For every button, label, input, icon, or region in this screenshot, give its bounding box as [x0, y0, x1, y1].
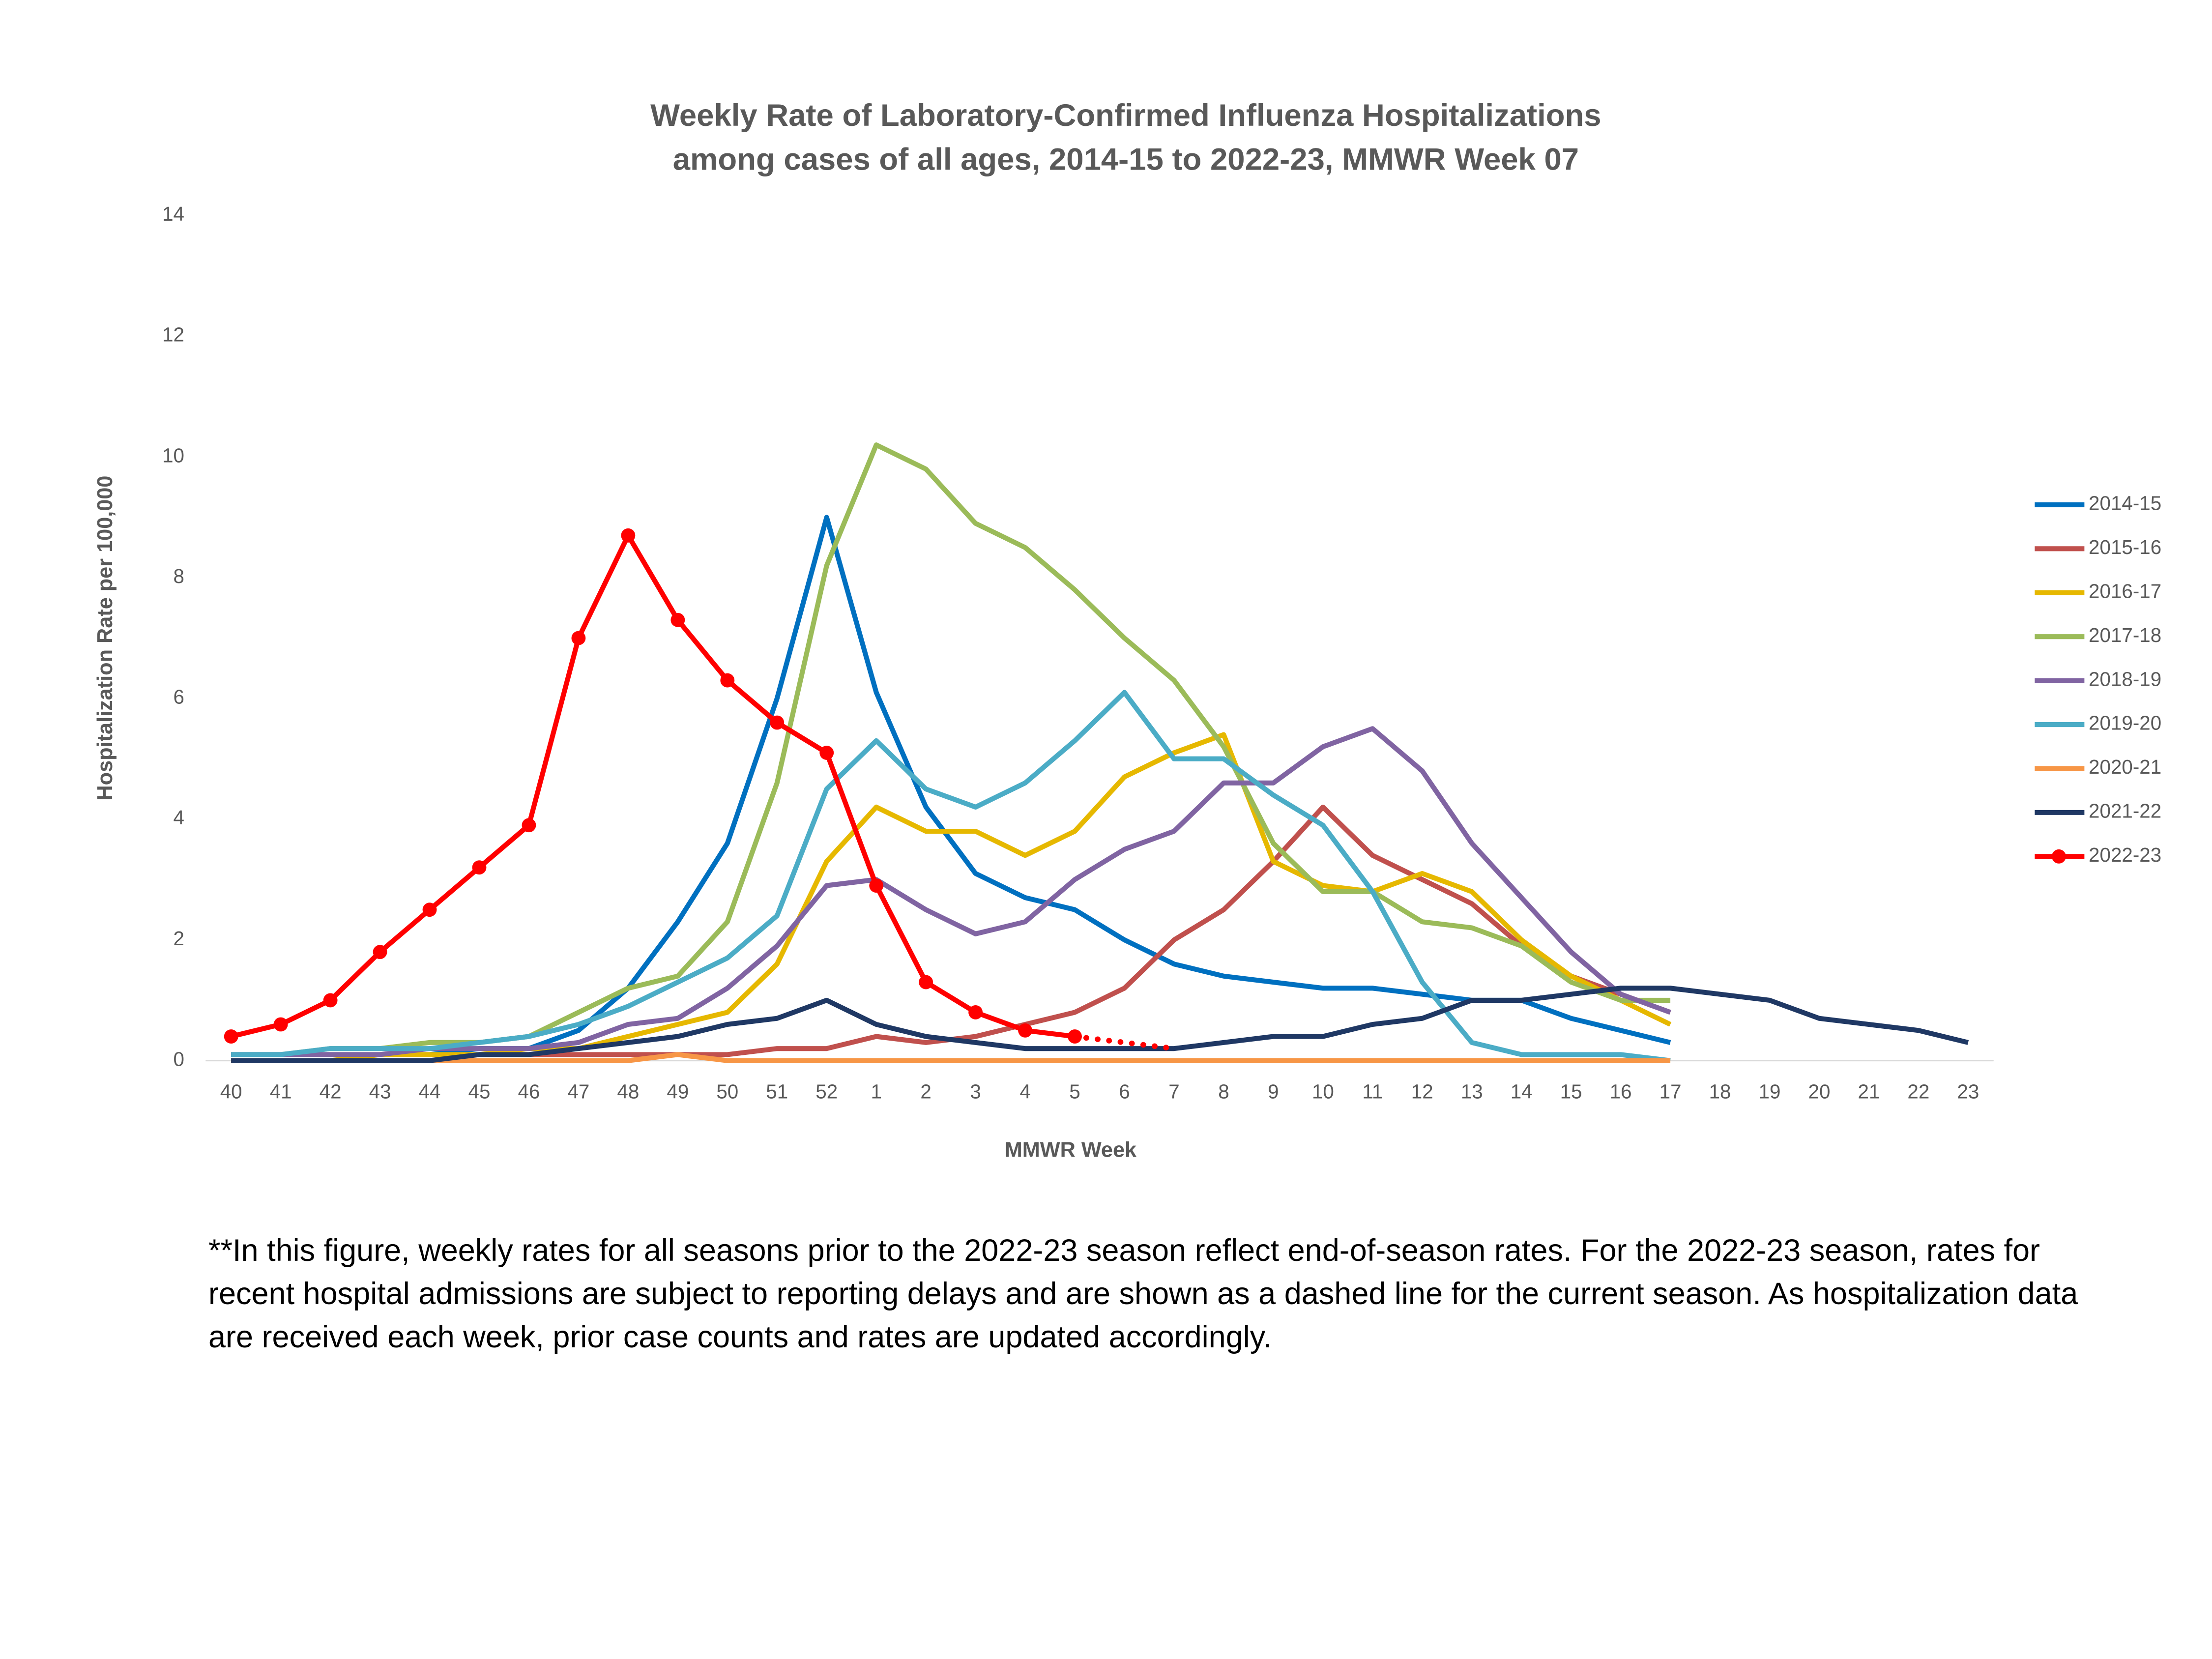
series-marker: [323, 993, 338, 1008]
x-tick-label: 2: [920, 1080, 931, 1103]
y-tick-label: 12: [162, 323, 184, 346]
x-tick-label: 13: [1461, 1080, 1483, 1103]
y-tick-label: 8: [174, 565, 184, 587]
legend-label: 2020-21: [2089, 756, 2161, 778]
legend-label: 2019-20: [2089, 712, 2161, 734]
x-tick-label: 22: [1907, 1080, 1929, 1103]
x-tick-label: 45: [468, 1080, 491, 1103]
legend-label: 2017-18: [2089, 624, 2161, 646]
x-tick-label: 21: [1858, 1080, 1880, 1103]
series-marker: [472, 860, 487, 875]
x-tick-label: 9: [1268, 1080, 1279, 1103]
x-tick-label: 52: [815, 1080, 838, 1103]
series-line: [231, 515, 1671, 1057]
series-marker: [224, 1029, 238, 1044]
x-tick-label: 19: [1759, 1080, 1781, 1103]
legend-label: 2014-15: [2089, 492, 2161, 515]
x-tick-label: 11: [1362, 1080, 1383, 1103]
y-axis-title: Hospitalization Rate per 100,000: [93, 476, 117, 801]
series-line: [231, 1052, 1671, 1063]
series-marker: [373, 945, 387, 960]
series-line: [231, 986, 1969, 1063]
x-tick-label: 42: [320, 1080, 342, 1103]
x-tick-label: 15: [1560, 1080, 1582, 1103]
series-line: [1072, 1033, 1177, 1051]
series-marker: [770, 715, 785, 730]
x-tick-label: 23: [1957, 1080, 1979, 1103]
series-marker: [869, 878, 884, 893]
legend-label: 2016-17: [2089, 580, 2161, 602]
legend-label: 2015-16: [2089, 536, 2161, 558]
legend-label: 2021-22: [2089, 800, 2161, 822]
series-marker: [422, 902, 437, 917]
footnote: **In this figure, weekly rates for all s…: [208, 1233, 2078, 1355]
x-tick-label: 41: [270, 1080, 292, 1103]
x-tick-label: 10: [1312, 1080, 1334, 1103]
y-tick-label: 14: [162, 203, 184, 225]
series-marker: [522, 818, 536, 833]
legend-marker: [2052, 849, 2066, 864]
series-line: [230, 533, 1076, 1039]
x-tick-label: 43: [369, 1080, 391, 1103]
series-marker: [1018, 1023, 1032, 1038]
x-tick-label: 50: [716, 1080, 738, 1103]
series-marker: [670, 612, 685, 627]
chart-title: Weekly Rate of Laboratory-Confirmed Infl…: [650, 98, 1601, 133]
x-tick-label: 8: [1218, 1080, 1229, 1103]
series-marker: [621, 528, 636, 543]
x-tick-label: 5: [1069, 1080, 1080, 1103]
x-axis-title: MMWR Week: [1005, 1138, 1137, 1162]
x-tick-label: 49: [667, 1080, 689, 1103]
chart-title: among cases of all ages, 2014-15 to 2022…: [673, 143, 1579, 177]
series-marker: [571, 631, 586, 645]
x-tick-label: 3: [970, 1080, 981, 1103]
y-tick-label: 2: [174, 927, 184, 950]
x-tick-label: 6: [1119, 1080, 1130, 1103]
x-tick-label: 48: [617, 1080, 639, 1103]
x-tick-label: 20: [1808, 1080, 1831, 1103]
series-marker: [819, 745, 834, 760]
x-tick-label: 44: [419, 1080, 441, 1103]
series-marker: [273, 1017, 288, 1032]
series-line: [231, 726, 1671, 1057]
x-tick-label: 7: [1168, 1080, 1179, 1103]
series-line: [231, 442, 1671, 1057]
legend-label: 2022-23: [2089, 844, 2161, 866]
x-tick-label: 46: [518, 1080, 540, 1103]
legend-label: 2018-19: [2089, 668, 2161, 690]
series-marker: [720, 673, 735, 688]
y-tick-label: 6: [174, 686, 184, 708]
x-tick-label: 12: [1411, 1080, 1433, 1103]
x-tick-label: 1: [871, 1080, 881, 1103]
y-tick-label: 0: [174, 1048, 184, 1070]
y-tick-label: 10: [162, 444, 184, 466]
x-tick-label: 47: [567, 1080, 589, 1103]
x-tick-label: 17: [1659, 1080, 1682, 1103]
y-tick-label: 4: [174, 806, 184, 829]
x-tick-label: 51: [766, 1080, 788, 1103]
x-tick-label: 14: [1511, 1080, 1533, 1103]
series-marker: [1068, 1029, 1082, 1044]
x-tick-label: 18: [1709, 1080, 1731, 1103]
x-tick-label: 16: [1610, 1080, 1632, 1103]
series-marker: [919, 975, 933, 990]
series-marker: [968, 1005, 983, 1019]
x-tick-label: 40: [220, 1080, 242, 1103]
series-line: [231, 690, 1671, 1063]
x-tick-label: 4: [1019, 1080, 1030, 1103]
